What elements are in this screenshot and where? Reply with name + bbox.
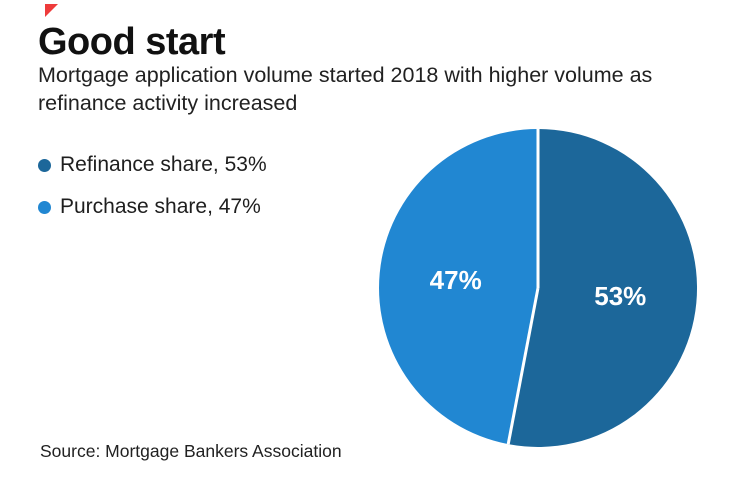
page-title: Good start bbox=[38, 21, 226, 63]
legend-item-refinance: Refinance share, 53% bbox=[38, 153, 338, 177]
pie-slice-refinance-share bbox=[508, 129, 698, 447]
pie-slice-label: 53% bbox=[594, 281, 646, 311]
legend-swatch-refinance-icon bbox=[38, 158, 51, 172]
pie-divider-line bbox=[506, 287, 540, 445]
pie-slice-label: 47% bbox=[430, 265, 482, 295]
legend: Refinance share, 53% Purchase share, 47% bbox=[38, 153, 338, 237]
legend-label-refinance: Refinance share, 53% bbox=[60, 153, 267, 176]
legend-item-purchase: Purchase share, 47% bbox=[38, 195, 338, 219]
source-text: Source: Mortgage Bankers Association bbox=[40, 441, 342, 461]
legend-swatch-purchase-icon bbox=[38, 200, 51, 214]
pie-slice-purchase-share bbox=[379, 129, 538, 445]
legend-label-purchase: Purchase share, 47% bbox=[60, 195, 261, 218]
page-subtitle: Mortgage application volume started 2018… bbox=[38, 63, 653, 116]
